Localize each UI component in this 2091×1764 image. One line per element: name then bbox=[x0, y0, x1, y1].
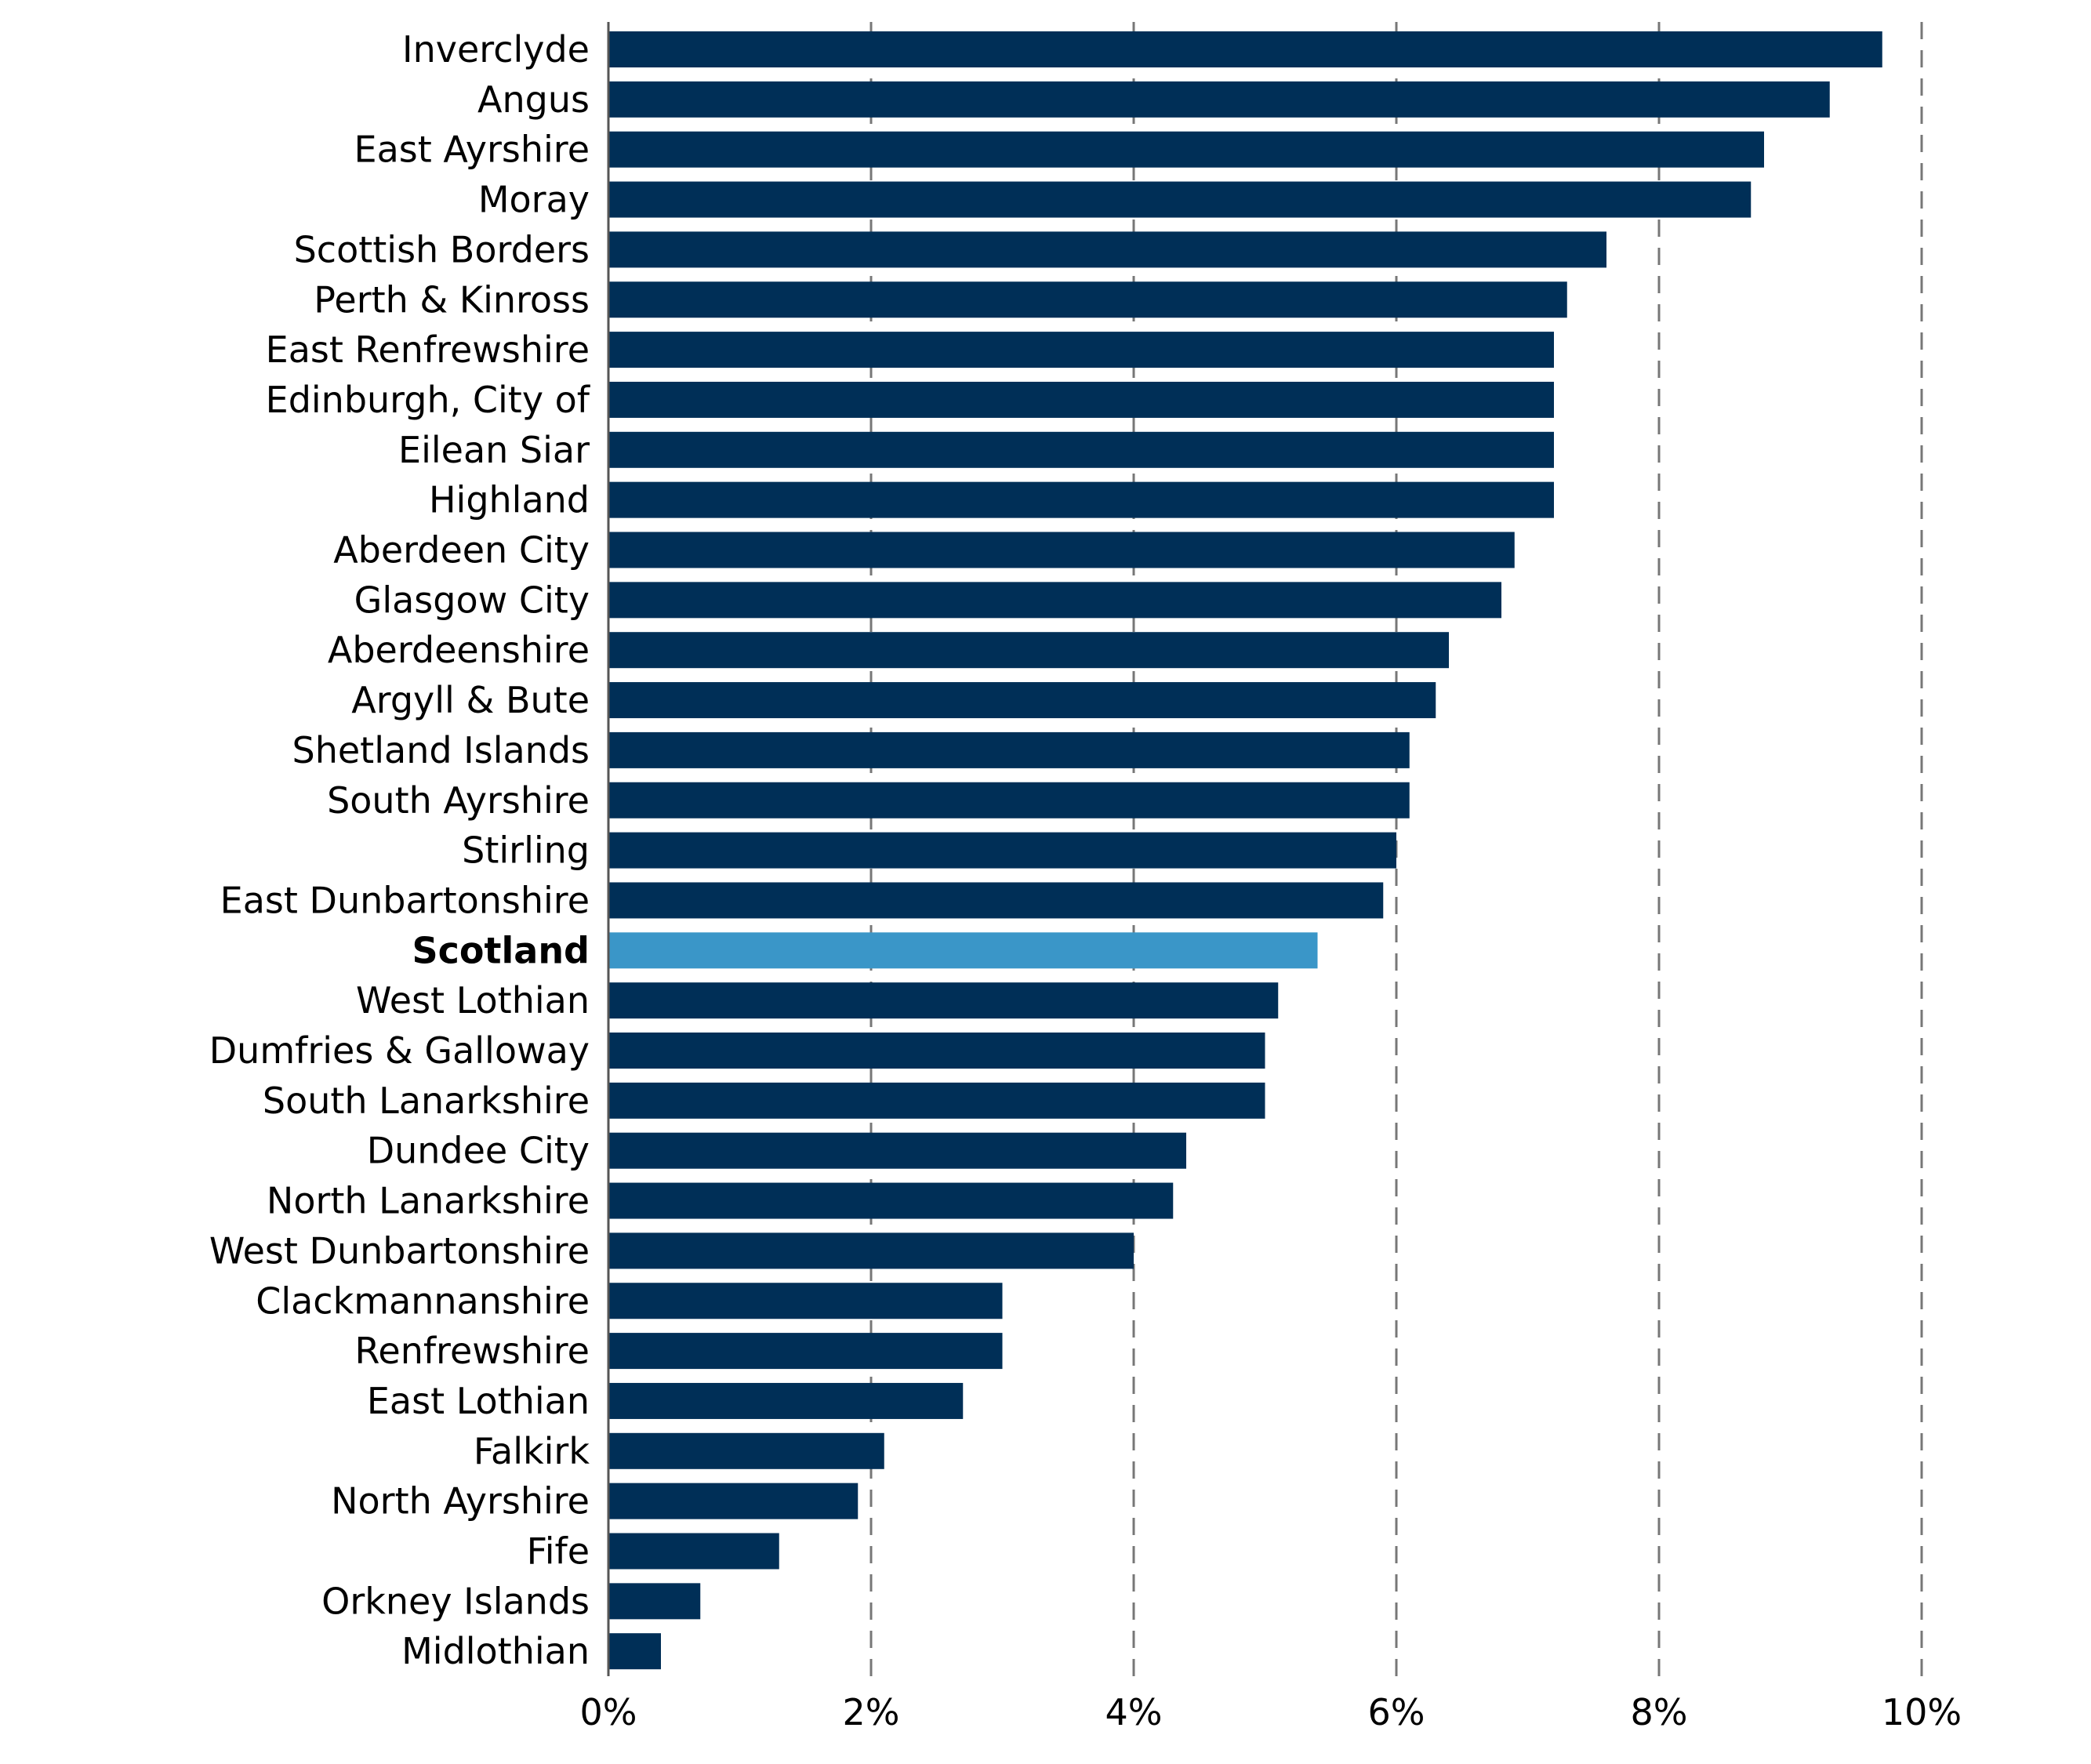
bar-midlothian bbox=[608, 1633, 661, 1670]
category-label-east-dunbartonshire: East Dunbartonshire bbox=[220, 879, 590, 921]
category-label-north-lanarkshire: North Lanarkshire bbox=[267, 1180, 590, 1222]
category-label-orkney-islands: Orkney Islands bbox=[321, 1580, 590, 1622]
category-label-argyll-and-bute: Argyll & Bute bbox=[351, 679, 590, 721]
bar-north-ayrshire bbox=[608, 1483, 859, 1519]
bars bbox=[608, 31, 1882, 1670]
x-tick-label: 6% bbox=[1368, 1691, 1425, 1733]
category-label-clackmannanshire: Clackmannanshire bbox=[256, 1279, 590, 1322]
bar-west-lothian bbox=[608, 982, 1279, 1019]
bar-angus bbox=[608, 81, 1830, 118]
category-label-east-lothian: East Lothian bbox=[367, 1380, 590, 1422]
category-label-inverclyde: Inverclyde bbox=[402, 28, 590, 71]
x-tick-label: 8% bbox=[1631, 1691, 1688, 1733]
bar-aberdeen-city bbox=[608, 532, 1515, 568]
bar-stirling bbox=[608, 832, 1396, 869]
bar-scotland bbox=[608, 932, 1318, 969]
category-label-aberdeenshire: Aberdeenshire bbox=[328, 629, 590, 671]
category-label-dundee-city: Dundee City bbox=[367, 1130, 590, 1172]
bar-eilean-siar bbox=[608, 431, 1554, 468]
bar-renfrewshire bbox=[608, 1333, 1003, 1370]
bar-clackmannanshire bbox=[608, 1283, 1003, 1319]
category-label-midlothian: Midlothian bbox=[401, 1630, 590, 1672]
category-labels: Inverclyde Angus East Ayrshire Moray Scottis… bbox=[209, 28, 591, 1672]
bar-perth-and-kinross bbox=[608, 281, 1567, 318]
bar-argyll-and-bute bbox=[608, 682, 1436, 719]
x-tick-label: 4% bbox=[1105, 1691, 1163, 1733]
bar-south-ayrshire bbox=[608, 782, 1410, 818]
category-label-stirling: Stirling bbox=[462, 829, 590, 872]
category-label-glasgow-city: Glasgow City bbox=[354, 579, 590, 621]
category-label-renfrewshire: Renfrewshire bbox=[355, 1330, 590, 1372]
bar-dundee-city bbox=[608, 1132, 1186, 1169]
bar-inverclyde bbox=[608, 31, 1882, 67]
bar-shetland-islands bbox=[608, 731, 1410, 768]
category-label-west-lothian: West Lothian bbox=[356, 979, 590, 1022]
category-label-east-ayrshire: East Ayrshire bbox=[354, 129, 590, 171]
category-label-west-dunbartonshire: West Dunbartonshire bbox=[209, 1229, 590, 1272]
category-label-dumfries-and-galloway: Dumfries & Galloway bbox=[209, 1029, 590, 1072]
category-label-south-lanarkshire: South Lanarkshire bbox=[263, 1080, 590, 1122]
category-label-highland: Highland bbox=[429, 479, 590, 521]
x-tick-label: 10% bbox=[1882, 1691, 1962, 1733]
bar-east-dunbartonshire bbox=[608, 882, 1384, 919]
bar-falkirk bbox=[608, 1432, 884, 1469]
bar-east-lothian bbox=[608, 1382, 964, 1419]
x-tick-label: 2% bbox=[843, 1691, 900, 1733]
category-label-east-renfrewshire: East Renfrewshire bbox=[266, 328, 590, 371]
category-label-north-ayrshire: North Ayrshire bbox=[331, 1480, 590, 1523]
bar-glasgow-city bbox=[608, 582, 1501, 619]
category-label-edinburgh-city-of: Edinburgh, City of bbox=[266, 379, 591, 421]
category-label-perth-and-kinross: Perth & Kinross bbox=[314, 278, 590, 321]
bar-east-ayrshire bbox=[608, 131, 1764, 168]
category-label-scotland: Scotland bbox=[412, 929, 590, 971]
bar-west-dunbartonshire bbox=[608, 1232, 1134, 1269]
bar-north-lanarkshire bbox=[608, 1182, 1174, 1219]
category-label-fife: Fife bbox=[527, 1530, 590, 1573]
category-label-moray: Moray bbox=[478, 179, 590, 221]
bar-fife bbox=[608, 1533, 779, 1570]
bar-highland bbox=[608, 481, 1554, 518]
bar-south-lanarkshire bbox=[608, 1082, 1265, 1119]
category-label-south-ayrshire: South Ayrshire bbox=[327, 779, 590, 822]
bar-orkney-islands bbox=[608, 1583, 701, 1620]
category-label-shetland-islands: Shetland Islands bbox=[292, 729, 590, 771]
bar-aberdeenshire bbox=[608, 632, 1449, 669]
category-label-eilean-siar: Eilean Siar bbox=[398, 429, 590, 471]
category-label-angus: Angus bbox=[477, 78, 590, 121]
category-label-falkirk: Falkirk bbox=[474, 1430, 590, 1472]
category-label-scottish-borders: Scottish Borders bbox=[294, 228, 590, 270]
bar-scottish-borders bbox=[608, 231, 1606, 268]
bar-dumfries-and-galloway bbox=[608, 1033, 1265, 1069]
bar-edinburgh-city-of bbox=[608, 381, 1554, 418]
bar-moray bbox=[608, 181, 1752, 218]
bar-east-renfrewshire bbox=[608, 332, 1554, 368]
category-label-aberdeen-city: Aberdeen City bbox=[333, 529, 590, 572]
x-tick-label: 0% bbox=[580, 1691, 637, 1733]
x-axis-ticks: 0% 2% 4% 6% 8% 10% bbox=[580, 1691, 1962, 1733]
